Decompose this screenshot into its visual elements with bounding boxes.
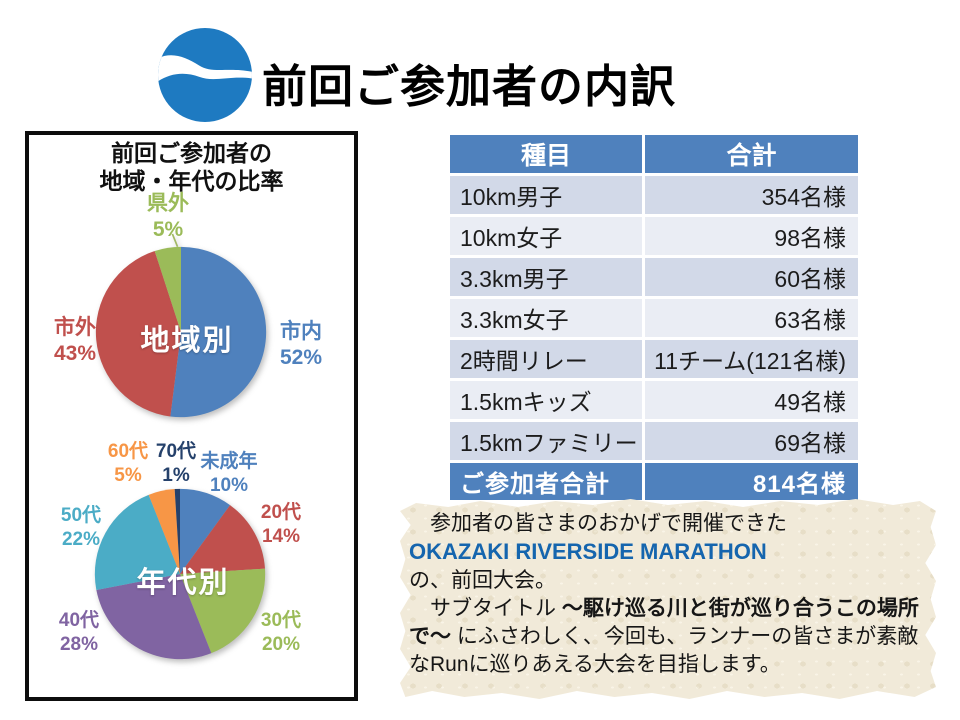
- table-cell: 1.5kmキッズ: [450, 381, 642, 422]
- table-cell: 11チーム(121名様): [642, 340, 858, 381]
- pie2-label-40s: 40代 28%: [58, 610, 100, 655]
- pie1-label-shinai: 市内 52%: [279, 320, 323, 369]
- note-brand: OKAZAKI RIVERSIDE MARATHON: [409, 539, 767, 564]
- pie2-label-minors: 未成年 10%: [200, 451, 258, 496]
- table-cell: 63名様: [642, 299, 858, 340]
- logo-wave-swoosh: [158, 55, 252, 83]
- pie-slice-20代: [180, 505, 265, 574]
- kengai-leader-line: [171, 233, 179, 248]
- panel-title-line2: 地域・年代の比率: [99, 168, 284, 194]
- table-row: 3.3km男子 60名様: [450, 258, 858, 299]
- table-cell: 354名様: [642, 176, 858, 217]
- pie2-center-label: 年代別: [136, 567, 230, 599]
- pie-panel: 前回ご参加者の 地域・年代の比率 県外 5% 市外 43% 市内 52% 地域別…: [25, 131, 358, 701]
- table-head: 種目 合計: [450, 135, 858, 176]
- table-cell: 98名様: [642, 217, 858, 258]
- note-block: 参加者の皆さまのおかげで開催できた OKAZAKI RIVERSIDE MARA…: [400, 499, 936, 699]
- pie2-label-30s: 30代 20%: [260, 610, 302, 655]
- note-line2: の、前回大会。: [409, 569, 556, 592]
- age-pie-chart: [94, 488, 266, 660]
- table-row: 3.3km女子 63名様: [450, 299, 858, 340]
- pie-slice-市外: [95, 251, 181, 417]
- panel-title-line1: 前回ご参加者の: [111, 140, 272, 166]
- summary-table: 種目 合計 10km男子 354名様 10km女子 98名様 3.3km男子 60名様 3.3…: [450, 135, 858, 500]
- table-header-cell: 合計: [642, 135, 858, 176]
- panel-title: 前回ご参加者の 地域・年代の比率: [29, 139, 354, 195]
- table-footer-row: ご参加者合計 814名様: [450, 463, 858, 500]
- pie-slice-市内: [170, 246, 267, 418]
- table-cell: 10km女子: [450, 217, 642, 258]
- table-cell: 10km男子: [450, 176, 642, 217]
- table-row: 10km女子 98名様: [450, 217, 858, 258]
- table-header-row: 種目 合計: [450, 135, 858, 176]
- table-row: 1.5kmキッズ 49名様: [450, 381, 858, 422]
- table-header-cell: 種目: [450, 135, 642, 176]
- pie1-center-label: 地域別: [140, 325, 234, 357]
- note-paragraph-1: 参加者の皆さまのおかげで開催できた OKAZAKI RIVERSIDE MARA…: [409, 510, 922, 595]
- table-cell: 1.5kmファミリー: [450, 422, 642, 463]
- table-footer-cell: 814名様: [642, 463, 858, 500]
- region-pie-chart: [95, 233, 267, 418]
- table-row: 2時間リレー 11チーム(121名様): [450, 340, 858, 381]
- table-cell: 49名様: [642, 381, 858, 422]
- pie-slice-県外: [154, 246, 181, 332]
- table-row: 10km男子 354名様: [450, 176, 858, 217]
- note-subtitle: ～駆け巡る川と街が巡り合うこの場所で～: [409, 597, 919, 648]
- note-line3-suffix: にふさわしく、今回も、ランナーの皆さまが素敵なRunに巡りあえる大会を目指します…: [409, 625, 919, 676]
- table-cell: 2時間リレー: [450, 340, 642, 381]
- table-cell: 60名様: [642, 258, 858, 299]
- pie-slice-40代: [96, 574, 212, 660]
- table-cell: 69名様: [642, 422, 858, 463]
- pie-slice-30代: [180, 568, 266, 654]
- pie2-label-70s: 70代 1%: [155, 441, 197, 486]
- pie-slice-未成年: [180, 488, 231, 574]
- pie-slice-50代: [94, 494, 180, 590]
- table-cell: 3.3km女子: [450, 299, 642, 340]
- pie1-label-kengai: 県外 5%: [147, 192, 189, 241]
- table-body: 10km男子 354名様 10km女子 98名様 3.3km男子 60名様 3.3km女子 6…: [450, 176, 858, 463]
- note-line1: 参加者の皆さまのおかげで開催できた: [409, 512, 787, 535]
- pie1-label-shigai: 市外 43%: [53, 316, 97, 365]
- pie2-label-50s: 50代 22%: [60, 505, 102, 550]
- table-footer-cell: ご参加者合計: [450, 463, 642, 500]
- note-line3-prefix: サブタイトル: [409, 597, 562, 620]
- pie2-label-20s: 20代 14%: [260, 502, 302, 547]
- pie2-label-60s: 60代 5%: [107, 441, 149, 486]
- table-foot: ご参加者合計 814名様: [450, 463, 858, 500]
- participants-table-wrap: 種目 合計 10km男子 354名様 10km女子 98名様 3.3km男子 60名様 3.3…: [450, 135, 858, 500]
- wave-logo-icon: [158, 28, 252, 122]
- page-title: 前回ご参加者の内訳: [262, 61, 677, 112]
- pie-slice-60代: [148, 489, 180, 574]
- table-row: 1.5kmファミリー 69名様: [450, 422, 858, 463]
- pie-slice-70代: [174, 488, 180, 574]
- note-paragraph-2: サブタイトル ～駆け巡る川と街が巡り合うこの場所で～ にふさわしく、今回も、ラン…: [409, 595, 922, 679]
- table-cell: 3.3km男子: [450, 258, 642, 299]
